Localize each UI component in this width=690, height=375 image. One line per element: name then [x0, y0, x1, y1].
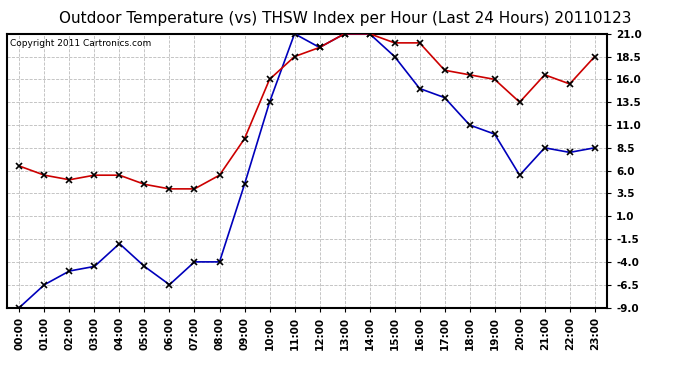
Text: Copyright 2011 Cartronics.com: Copyright 2011 Cartronics.com [10, 39, 151, 48]
Text: Outdoor Temperature (vs) THSW Index per Hour (Last 24 Hours) 20110123: Outdoor Temperature (vs) THSW Index per … [59, 11, 631, 26]
